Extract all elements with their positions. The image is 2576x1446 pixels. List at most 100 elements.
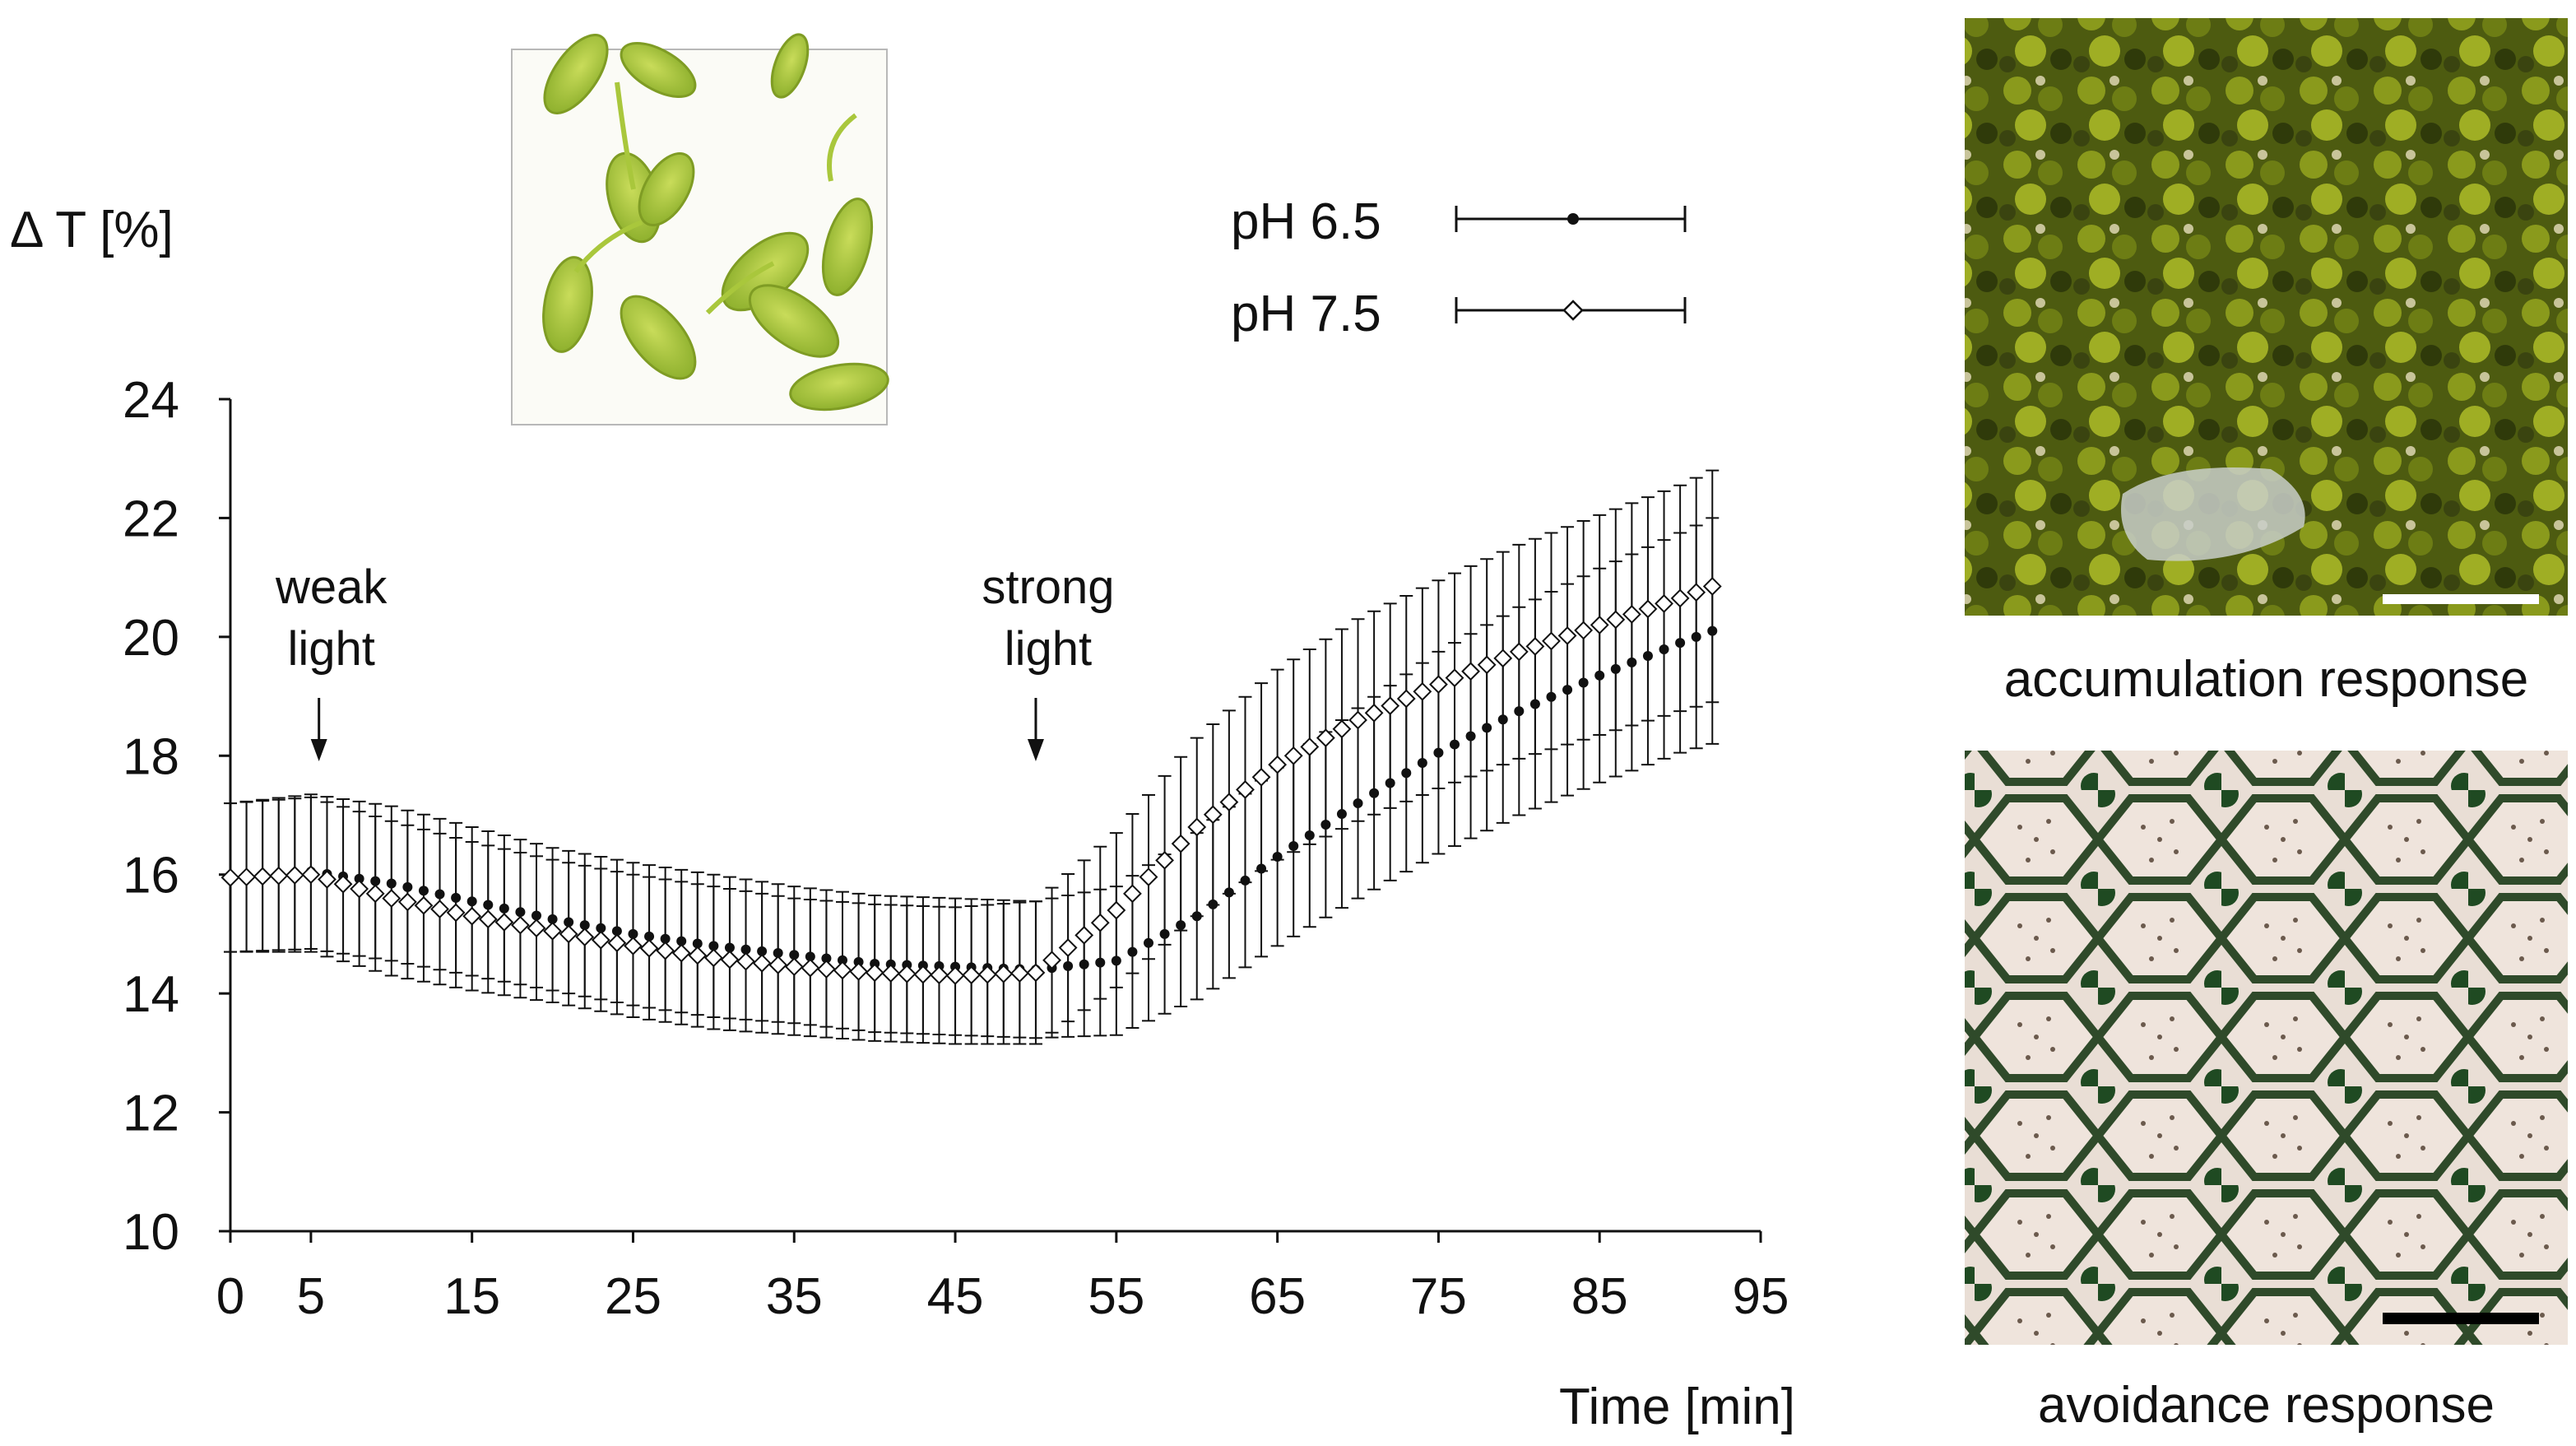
data-point xyxy=(365,884,385,904)
scale-bar-black xyxy=(2383,1313,2539,1324)
data-point xyxy=(1509,642,1529,662)
avoidance-micrograph xyxy=(1965,751,2568,1345)
data-point xyxy=(1493,649,1513,668)
weak-light-annotation: weak light xyxy=(275,560,388,761)
data-point xyxy=(752,953,772,973)
annotation-arrow-head xyxy=(310,739,327,761)
data-point xyxy=(446,903,466,923)
data-point xyxy=(1123,884,1142,904)
legend-marker-open-diamond xyxy=(1562,300,1584,321)
data-point xyxy=(575,928,595,946)
data-point xyxy=(1171,834,1191,853)
data-point xyxy=(784,957,804,977)
data-point xyxy=(1525,636,1545,656)
data-point xyxy=(414,895,434,915)
data-point xyxy=(237,867,256,887)
accumulation-caption: accumulation response xyxy=(2003,651,2529,708)
scale-bar-white xyxy=(2383,594,2539,604)
annotation-arrow-head xyxy=(1027,739,1044,761)
data-point xyxy=(1026,963,1046,983)
data-point xyxy=(881,964,901,983)
data-point xyxy=(639,938,659,958)
data-point xyxy=(1396,689,1416,709)
data-point xyxy=(301,865,321,885)
x-axis-title: Time [min] xyxy=(1559,1379,1795,1435)
x-tick-label: 35 xyxy=(766,1268,823,1325)
data-point xyxy=(945,966,965,985)
data-point xyxy=(1557,625,1577,645)
data-point xyxy=(930,965,949,985)
seedling-inset-photo xyxy=(511,33,889,425)
data-point xyxy=(1542,631,1561,651)
legend: pH 6.5 pH 7.5 xyxy=(1231,193,1687,342)
data-point xyxy=(833,960,852,980)
data-point xyxy=(656,941,675,960)
data-point xyxy=(817,960,836,979)
x-tick-label: 0 xyxy=(216,1268,244,1325)
y-tick-label: 16 xyxy=(123,848,179,904)
x-tick-label: 45 xyxy=(927,1268,984,1325)
data-point xyxy=(511,915,530,935)
legend-label-ph75: pH 7.5 xyxy=(1231,286,1381,342)
data-point xyxy=(865,963,884,983)
y-tick-label: 14 xyxy=(123,966,179,1023)
data-point xyxy=(1687,583,1706,602)
data-point xyxy=(1381,696,1400,716)
data-point xyxy=(1590,615,1609,635)
data-point xyxy=(1219,793,1239,812)
data-point xyxy=(1042,951,1061,970)
x-tick-label: 75 xyxy=(1410,1268,1467,1325)
data-point xyxy=(1461,662,1480,681)
x-tick-label: 25 xyxy=(605,1268,661,1325)
data-point xyxy=(688,946,708,965)
data-point xyxy=(720,950,740,969)
data-point xyxy=(318,870,337,889)
y-tick-label: 10 xyxy=(123,1204,179,1261)
data-point xyxy=(1187,817,1207,837)
strong-light-annotation: strong light xyxy=(982,560,1115,761)
x-tick-label: 95 xyxy=(1733,1268,1789,1325)
data-point xyxy=(736,951,755,971)
x-tick-label: 85 xyxy=(1571,1268,1628,1325)
data-point xyxy=(1445,668,1464,688)
x-tick-label: 5 xyxy=(297,1268,325,1325)
y-axis-title: Δ T [%] xyxy=(10,202,174,258)
data-point xyxy=(333,874,353,894)
y-tick-label: 22 xyxy=(123,491,179,547)
data-point xyxy=(1622,605,1641,624)
data-point xyxy=(269,866,289,886)
data-point xyxy=(350,879,369,899)
data-point xyxy=(1655,594,1673,613)
data-point xyxy=(1364,703,1384,723)
data-point xyxy=(624,936,643,955)
accumulation-micrograph xyxy=(1965,18,2568,616)
data-point xyxy=(1074,925,1094,945)
annotation-text: light xyxy=(1005,622,1092,676)
data-point xyxy=(430,900,449,919)
data-point xyxy=(1283,746,1303,765)
data-point xyxy=(962,965,982,985)
data-point xyxy=(1638,599,1658,619)
legend-marker-filled-circle xyxy=(1567,213,1579,225)
data-point xyxy=(527,918,546,938)
data-point xyxy=(703,948,723,968)
data-point xyxy=(1606,610,1626,630)
data-point xyxy=(478,909,498,929)
data-point xyxy=(1155,850,1174,870)
data-point xyxy=(849,962,868,981)
data-point xyxy=(397,892,417,912)
y-tick-label: 24 xyxy=(123,372,179,429)
data-point xyxy=(494,913,514,932)
data-point xyxy=(913,965,933,984)
data-point xyxy=(1010,964,1029,983)
data-point xyxy=(1316,728,1335,748)
x-tick-label: 15 xyxy=(443,1268,500,1325)
data-point xyxy=(607,933,627,953)
data-point xyxy=(220,867,240,887)
data-point xyxy=(1251,767,1271,787)
data-point xyxy=(1332,719,1352,739)
data-point xyxy=(285,866,304,885)
data-point xyxy=(1702,577,1722,596)
data-point xyxy=(801,958,820,978)
x-tick-label: 65 xyxy=(1249,1268,1306,1325)
